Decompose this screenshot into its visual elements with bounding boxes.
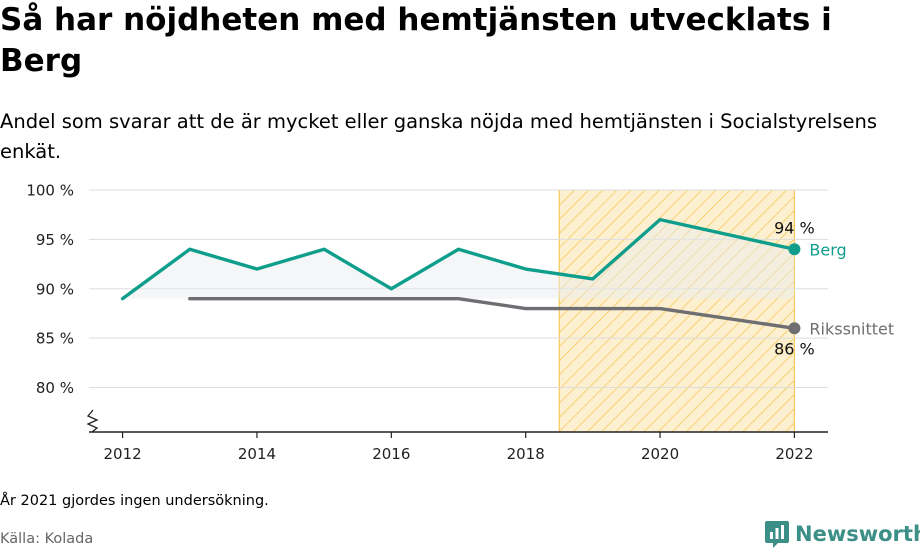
y-tick-label: 85 %	[36, 330, 74, 348]
newsworthy-logo-icon	[765, 521, 789, 548]
x-tick-label: 2022	[775, 445, 813, 463]
axis-break-icon	[86, 409, 99, 433]
brand-name: Newsworthy	[795, 522, 920, 546]
y-tick-label: 95 %	[36, 231, 74, 249]
chart-source: Källa: Kolada	[0, 531, 94, 547]
brand-logo: Newsworthy	[764, 519, 920, 549]
x-tick-label: 2014	[238, 445, 276, 463]
series-name-label: Berg	[809, 240, 846, 259]
line-chart: 100 % 95 % 90 % 85 % 80 % 2012 2014 2016 2018 202…	[26, 182, 894, 464]
y-tick-label: 90 %	[36, 280, 74, 298]
y-tick-label: 100 %	[26, 182, 74, 200]
series-end-point	[788, 322, 801, 335]
chart-note: År 2021 gjordes ingen undersökning.	[0, 493, 269, 509]
series-end-point	[788, 243, 801, 256]
series-name-label: Rikssnittet	[809, 319, 894, 338]
y-tick-label: 80 %	[36, 379, 74, 397]
x-tick-label: 2018	[507, 445, 545, 463]
x-tick-label: 2020	[641, 445, 679, 463]
x-tick-label: 2012	[103, 445, 141, 463]
chart-subtitle: Andel som svarar att de är mycket eller …	[0, 110, 878, 163]
series-value-label: 94 %	[774, 218, 815, 237]
series-area-berg	[122, 219, 795, 299]
series-line-rikssnittet	[188, 296, 797, 330]
series-value-label: 86 %	[774, 339, 815, 358]
series-line-berg	[120, 217, 797, 301]
x-tick-label: 2016	[372, 445, 410, 463]
page-title: Så har nöjdheten med hemtjänsten utveckl…	[0, 2, 832, 79]
